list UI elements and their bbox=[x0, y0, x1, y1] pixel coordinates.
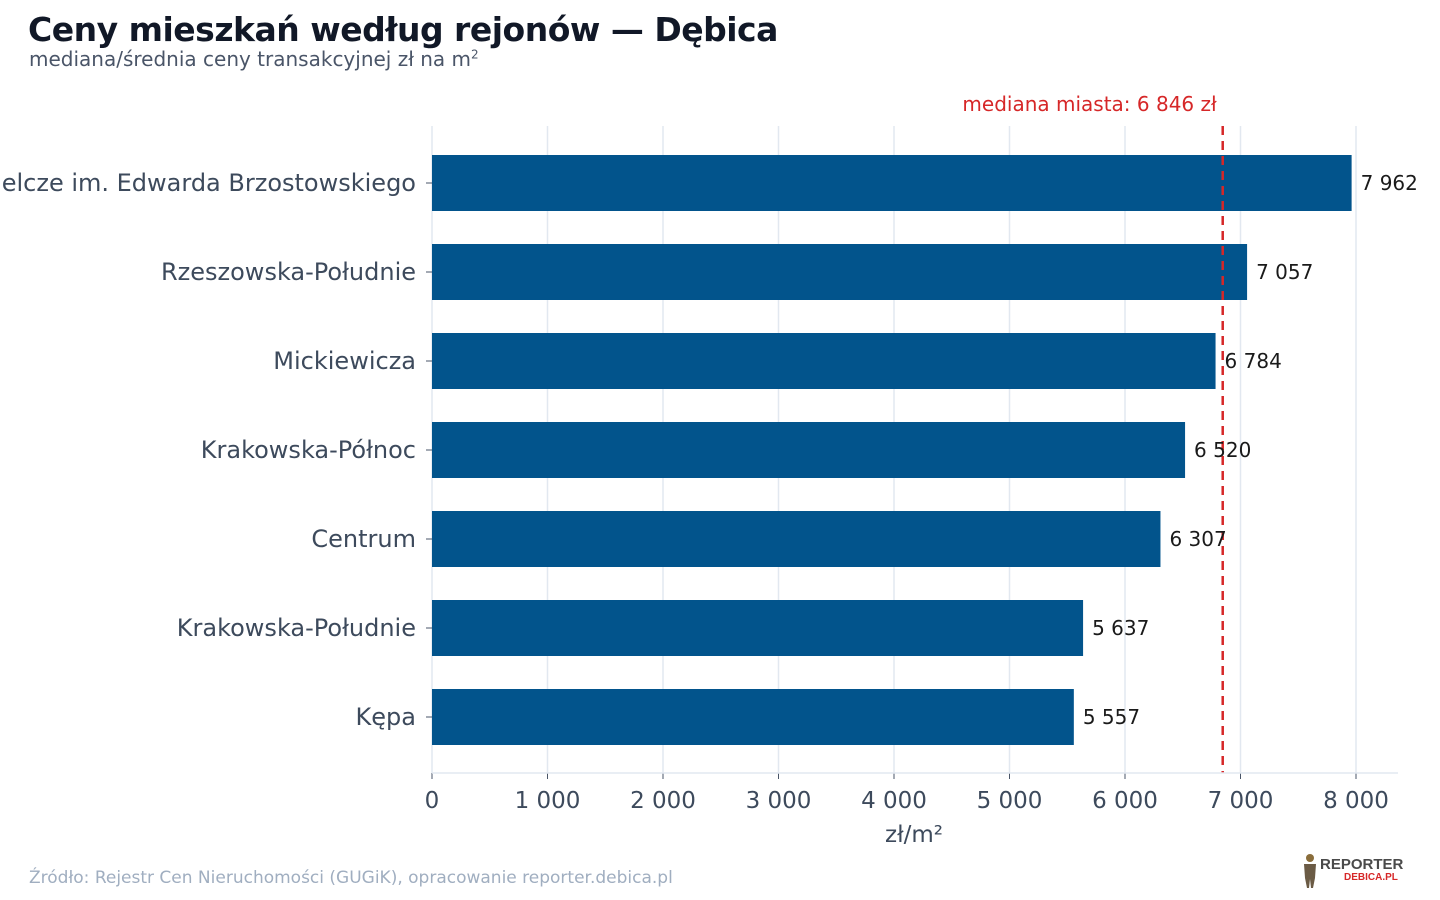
x-tick-label: 3 000 bbox=[746, 788, 812, 814]
category-label: Centrum bbox=[311, 525, 416, 553]
x-tick-label: 6 000 bbox=[1092, 788, 1158, 814]
svg-text:REPORTER: REPORTER bbox=[1320, 856, 1404, 873]
subtitle-superscript: 2 bbox=[471, 47, 479, 62]
source-note: Źródło: Rejestr Cen Nieruchomości (GUGiK… bbox=[29, 868, 673, 888]
bar-value-label: 6 307 bbox=[1169, 527, 1226, 551]
category-label: Mickiewicza bbox=[273, 347, 416, 375]
median-line-label: mediana miasta: 6 846 zł bbox=[962, 92, 1217, 116]
subtitle-text: mediana/średnia ceny transakcyjnej zł na… bbox=[29, 47, 472, 71]
x-tick-label: 1 000 bbox=[515, 788, 581, 814]
x-tick-label: 4 000 bbox=[861, 788, 927, 814]
bar-value-label: 6 784 bbox=[1225, 349, 1282, 373]
bars bbox=[432, 155, 1352, 745]
bar-value-label: 5 557 bbox=[1083, 705, 1140, 729]
x-tick-label: 5 000 bbox=[977, 788, 1043, 814]
bar-value-label: 7 057 bbox=[1256, 260, 1313, 284]
bar bbox=[432, 511, 1161, 567]
category-labels: Osiedle Mieszkaniowe Spółdzielcze im. Ed… bbox=[0, 169, 416, 731]
x-axis-title: zł/m² bbox=[885, 822, 943, 848]
bar bbox=[432, 244, 1248, 300]
value-labels: 7 962 7 057 6 784 6 520 6 307 5 637 5 557 bbox=[1083, 171, 1418, 729]
bar bbox=[432, 422, 1186, 478]
x-tick-label: 7 000 bbox=[1208, 788, 1274, 814]
chart-subtitle: mediana/średnia ceny transakcyjnej zł na… bbox=[29, 47, 479, 71]
bar bbox=[432, 333, 1216, 389]
x-tick-label: 2 000 bbox=[630, 788, 696, 814]
category-label: Kępa bbox=[356, 703, 416, 731]
reporter-figure-icon bbox=[1304, 854, 1316, 888]
x-axis: 0 1 000 2 000 3 000 4 000 5 000 6 000 7 000 8 00… bbox=[425, 182, 1398, 848]
bar bbox=[432, 155, 1352, 211]
category-label: Rzeszowska-Południe bbox=[161, 258, 416, 286]
chart-title: Ceny mieszkań według rejonów — Dębica bbox=[28, 10, 778, 49]
bar-value-label: 6 520 bbox=[1194, 438, 1251, 462]
reporter-debica-logo: REPORTER DEBICA.PL bbox=[1304, 854, 1404, 888]
bar bbox=[432, 689, 1074, 745]
svg-text:DEBICA.PL: DEBICA.PL bbox=[1344, 872, 1398, 883]
category-label: Krakowska-Północ bbox=[201, 436, 416, 464]
bar bbox=[432, 600, 1084, 656]
bar-value-label: 5 637 bbox=[1092, 616, 1149, 640]
category-label: Krakowska-Południe bbox=[177, 614, 416, 642]
x-tick-label: 0 bbox=[425, 788, 440, 814]
category-label: Osiedle Mieszkaniowe Spółdzielcze im. Ed… bbox=[0, 169, 416, 197]
x-tick-label: 8 000 bbox=[1323, 788, 1389, 814]
bar-value-label: 7 962 bbox=[1361, 171, 1418, 195]
median-reference: mediana miasta: 6 846 zł bbox=[962, 92, 1224, 773]
